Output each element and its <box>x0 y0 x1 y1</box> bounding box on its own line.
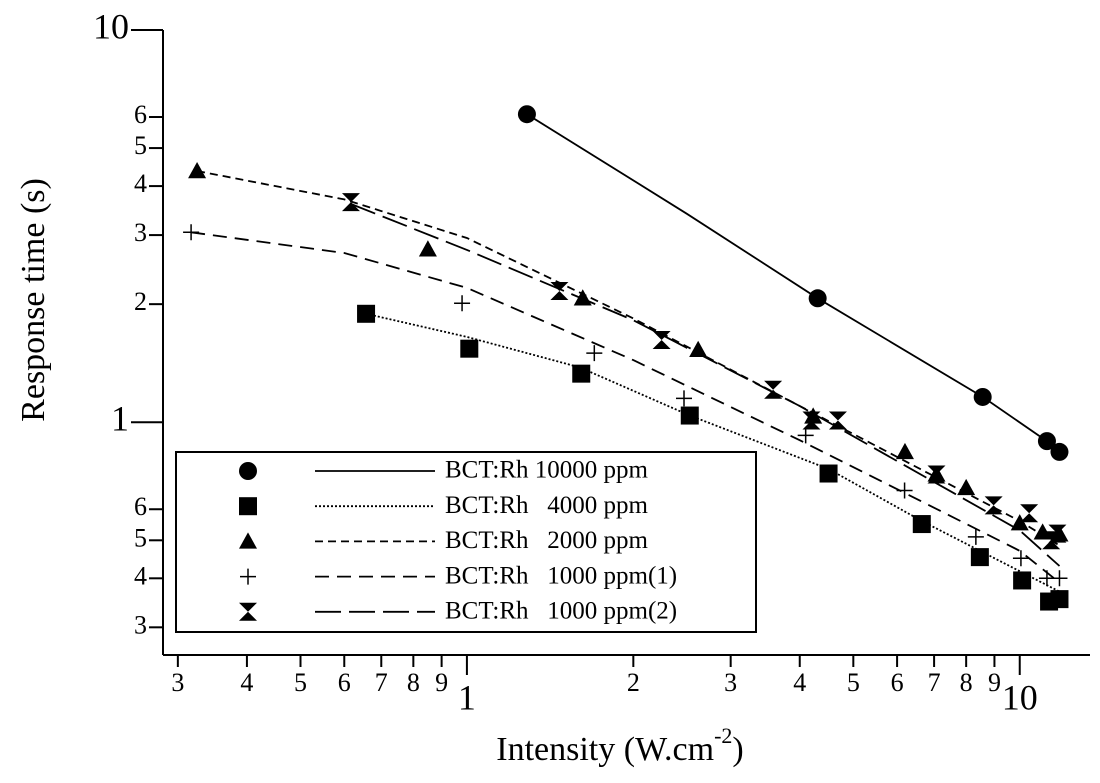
marker-plus <box>967 528 984 545</box>
x-tick-label: 3 <box>724 668 737 697</box>
marker-triangle <box>573 289 592 306</box>
marker-hourglass <box>652 331 671 350</box>
marker-square <box>680 406 699 425</box>
y-tick-label: 2 <box>134 287 147 316</box>
marker-triangle <box>689 340 708 357</box>
marker-circle <box>1050 442 1069 461</box>
marker-square <box>572 364 591 383</box>
marker-plus <box>1012 550 1029 567</box>
y-axis-title: Response time (s) <box>15 178 52 422</box>
x-axis-title-text: Intensity (W.cm <box>496 731 714 768</box>
x-tick-label: 6 <box>891 668 904 697</box>
marker-circle <box>239 462 257 480</box>
marker-hourglass <box>828 411 847 430</box>
marker-square <box>1050 590 1069 609</box>
marker-circle <box>973 387 992 406</box>
x-tick-label: 5 <box>294 668 307 697</box>
x-tick-label: 2 <box>627 668 640 697</box>
legend-label: BCT:Rh 1000 ppm(1) <box>445 562 677 589</box>
x-tick-label: 4 <box>240 668 253 697</box>
marker-square <box>357 304 376 323</box>
x-tick-label: 7 <box>928 668 941 697</box>
x-tick-label: 1 <box>458 677 476 717</box>
y-tick-label: 6 <box>134 100 147 129</box>
marker-hourglass <box>984 496 1003 515</box>
x-tick-label: 4 <box>793 668 806 697</box>
x-tick-label: 8 <box>960 668 973 697</box>
marker-square <box>970 548 989 567</box>
marker-hourglass <box>1020 504 1039 523</box>
x-axis-title: Intensity (W.cm-2) <box>496 723 743 768</box>
marker-triangle <box>418 240 437 257</box>
x-tick-label: 9 <box>435 668 448 697</box>
marker-hourglass <box>764 380 783 399</box>
legend-label: BCT:Rh 4000 ppm <box>445 492 648 519</box>
y-tick-label: 3 <box>134 218 147 247</box>
x-axis-title-tail: ) <box>732 731 743 768</box>
marker-plus <box>586 345 603 362</box>
marker-square <box>819 464 838 483</box>
marker-square <box>912 515 931 534</box>
y-tick-label: 5 <box>134 131 147 160</box>
marker-square <box>1013 571 1032 590</box>
x-tick-label: 7 <box>375 668 388 697</box>
marker-hourglass <box>1048 524 1067 543</box>
marker-plus <box>454 295 471 312</box>
y-tick-label: 5 <box>134 523 147 552</box>
legend-label: BCT:Rh 2000 ppm <box>445 527 648 554</box>
marker-triangle <box>957 478 976 496</box>
marker-triangle <box>1010 514 1029 531</box>
x-tick-label: 5 <box>847 668 860 697</box>
marker-hourglass <box>341 193 360 212</box>
marker-plus <box>240 568 256 585</box>
y-tick-label: 4 <box>134 169 147 198</box>
marker-hourglass <box>239 602 257 621</box>
x-tick-label: 8 <box>407 668 420 697</box>
marker-hourglass <box>802 411 821 430</box>
marker-triangle <box>188 162 207 179</box>
y-tick-label: 6 <box>134 492 147 521</box>
marker-square <box>460 339 479 358</box>
y-tick-label: 10 <box>93 6 129 46</box>
marker-plus <box>1051 570 1068 587</box>
y-tick-label: 1 <box>111 398 129 438</box>
fit-line <box>350 203 1061 567</box>
marker-triangle <box>895 442 914 460</box>
marker-hourglass <box>927 465 946 484</box>
x-axis-title-sup: -2 <box>714 723 732 748</box>
marker-circle <box>1037 432 1056 451</box>
y-tick-label: 4 <box>134 561 147 590</box>
legend-label: BCT:Rh 10000 ppm <box>445 457 648 484</box>
marker-plus <box>797 427 814 444</box>
marker-plus <box>896 482 913 499</box>
marker-square <box>239 497 257 516</box>
marker-triangle <box>239 532 257 549</box>
x-tick-label: 9 <box>988 668 1001 697</box>
x-tick-label: 10 <box>1002 677 1038 717</box>
y-tick-label: 3 <box>134 610 147 639</box>
marker-hourglass <box>550 282 569 301</box>
fit-line <box>190 231 1061 584</box>
marker-plus <box>676 390 693 407</box>
x-tick-label: 3 <box>171 668 184 697</box>
marker-plus <box>183 224 200 241</box>
marker-circle <box>808 289 827 308</box>
marker-circle <box>517 105 536 124</box>
legend-box <box>175 451 757 633</box>
x-tick-label: 6 <box>338 668 351 697</box>
legend-label: BCT:Rh 1000 ppm(2) <box>445 598 677 625</box>
